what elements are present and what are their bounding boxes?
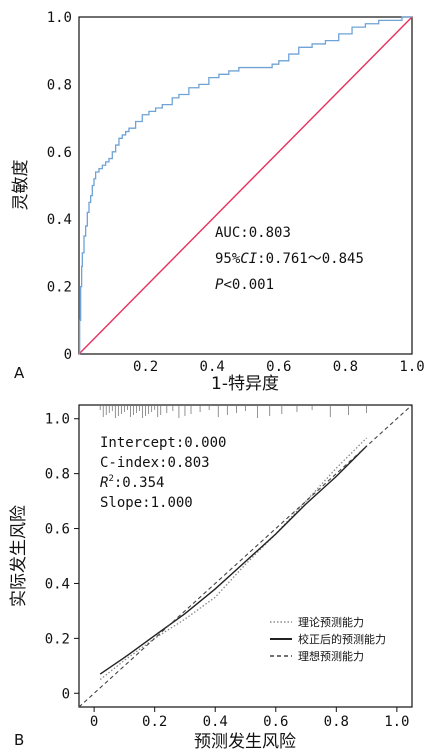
legend-corrected-label: 校正后的预测能力 bbox=[298, 632, 386, 646]
legend-ideal-label: 理想预测能力 bbox=[298, 649, 364, 663]
auc-annotation: AUC:0.803 bbox=[215, 225, 291, 241]
roc-plot-frame bbox=[78, 16, 413, 355]
roc-x-tick-label: 0.6 bbox=[266, 359, 291, 375]
calibration-y-axis-label: 实际发生风险 bbox=[9, 505, 29, 607]
roc-tick-labels: 0 0.2 0.4 0.6 0.8 1.0 0.2 0.4 0.6 0.8 1.0 bbox=[47, 10, 425, 375]
intercept-annotation: Intercept:0.000 bbox=[100, 435, 226, 451]
panel-b: 0 0.2 0.4 0.6 0.8 1.0 0 0.2 0.4 0.6 0.8 1.0 Interce… bbox=[9, 404, 413, 752]
roc-x-tick-label: 1.0 bbox=[399, 359, 424, 375]
calibration-y-tick-label: 1.0 bbox=[45, 412, 70, 428]
corrected-calibration-line bbox=[99, 445, 368, 675]
r-squared-annotation: R2:0.354 bbox=[100, 474, 164, 491]
roc-x-tick-label: 0.8 bbox=[333, 359, 358, 375]
calibration-x-tick-label: 0.4 bbox=[203, 714, 228, 730]
legend-theoretical-label: 理论预测能力 bbox=[298, 615, 364, 629]
roc-x-tick-label: 0.4 bbox=[200, 359, 225, 375]
roc-y-tick-label: 0.6 bbox=[47, 145, 72, 161]
roc-x-axis-label: 1-特异度 bbox=[211, 374, 279, 394]
roc-x-tick-label: 0.2 bbox=[133, 359, 158, 375]
panel-a: 0 0.2 0.4 0.6 0.8 1.0 0.2 0.4 0.6 0.8 1.0 AUC:0.80… bbox=[11, 10, 425, 394]
calibration-x-axis-label: 预测发生风险 bbox=[194, 732, 296, 752]
ideal-calibration-line bbox=[78, 404, 413, 708]
calibration-y-tick-label: 0.6 bbox=[45, 522, 70, 538]
roc-y-tick-label: 0.2 bbox=[47, 280, 72, 296]
calibration-lines bbox=[78, 404, 413, 708]
roc-y-tick-label: 0.4 bbox=[47, 212, 72, 228]
theoretical-calibration-line bbox=[99, 437, 368, 681]
calibration-y-tick-label: 0.2 bbox=[45, 631, 70, 647]
calibration-y-tick-label: 0.8 bbox=[45, 467, 70, 483]
p-value-annotation: P<0.001 bbox=[215, 277, 274, 293]
roc-y-axis-label: 灵敏度 bbox=[11, 160, 31, 211]
calibration-y-tick-label: 0.4 bbox=[45, 576, 70, 592]
roc-y-tick-label: 0 bbox=[64, 347, 72, 363]
calibration-x-tick-label: 1.0 bbox=[384, 714, 409, 730]
roc-curve bbox=[79, 16, 412, 355]
calibration-plot-frame bbox=[78, 404, 413, 708]
calibration-x-tick-label: 0.8 bbox=[324, 714, 349, 730]
calibration-tick-labels: 0 0.2 0.4 0.6 0.8 1.0 0 0.2 0.4 0.6 0.8 1.0 bbox=[45, 412, 410, 730]
roc-y-tick-label: 1.0 bbox=[47, 10, 72, 26]
calibration-rug bbox=[99, 406, 367, 418]
ci-annotation: 95%CI:0.761～0.845 bbox=[215, 251, 364, 267]
slope-annotation: Slope:1.000 bbox=[100, 495, 193, 511]
roc-reference-line bbox=[78, 16, 413, 355]
calibration-y-tick-label: 0 bbox=[62, 686, 70, 702]
panel-label-a: A bbox=[14, 364, 25, 382]
calibration-x-tick-label: 0 bbox=[90, 714, 98, 730]
calibration-x-tick-label: 0.2 bbox=[142, 714, 167, 730]
c-index-annotation: C-index:0.803 bbox=[100, 455, 210, 471]
panel-label-b: B bbox=[14, 731, 24, 749]
roc-y-tick-label: 0.8 bbox=[47, 77, 72, 93]
calibration-x-tick-label: 0.6 bbox=[263, 714, 288, 730]
